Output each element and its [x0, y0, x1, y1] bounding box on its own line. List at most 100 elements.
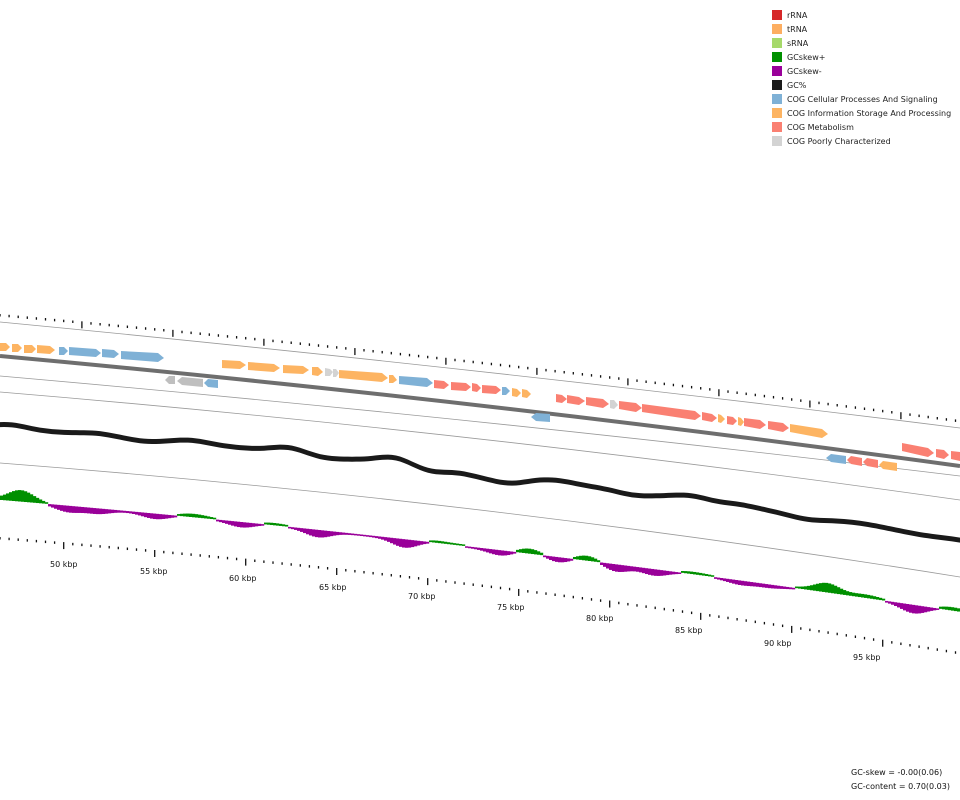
gc-skew-positive-bar [270, 522, 274, 526]
gc-content-stat: GC-content = 0.70(0.03) [851, 782, 950, 791]
gc-skew-negative-bar [648, 568, 652, 575]
legend-swatch [772, 52, 782, 62]
gc-skew-negative-bar [630, 566, 634, 572]
gc-skew-negative-bar [159, 514, 163, 520]
gc-skew-positive-bar [585, 555, 589, 561]
gc-skew-positive-bar [264, 522, 268, 525]
gc-skew-negative-bar [678, 572, 682, 574]
gc-skew-positive-bar [597, 560, 601, 563]
gc-skew-negative-bar [135, 511, 139, 515]
gc-skew-negative-bar [669, 571, 673, 575]
gc-skew-positive-bar [879, 597, 883, 601]
gc-skew-negative-bar [318, 530, 322, 538]
gc-skew-negative-bar [129, 511, 133, 514]
legend: rRNA tRNA sRNA GCskew+ GCskew- GC% COG C… [772, 8, 951, 148]
gc-skew-negative-bar [63, 505, 67, 512]
gc-skew-positive-bar [42, 500, 46, 504]
legend-swatch [772, 80, 782, 90]
gc-skew-negative-bar [780, 586, 784, 589]
gc-skew-positive-bar [201, 515, 205, 519]
gc-skew-negative-bar [228, 520, 232, 525]
gene-arrow [744, 418, 766, 429]
legend-item-gcskew-plus: GCskew+ [772, 50, 951, 64]
gc-skew-negative-bar [675, 572, 679, 575]
legend-swatch [772, 66, 782, 76]
gc-skew-positive-bar [681, 570, 685, 573]
gc-skew-positive-bar [438, 540, 442, 544]
gene-arrow [12, 344, 22, 352]
gc-skew-positive-bar [531, 549, 535, 555]
gc-skew-negative-bar [714, 577, 718, 579]
kbp-label: 65 kbp [319, 583, 347, 592]
gc-skew-negative-bar [600, 562, 604, 566]
gc-skew-negative-bar [339, 532, 343, 535]
gc-skew-positive-bar [534, 550, 538, 555]
gc-skew-positive-bar [858, 593, 862, 598]
gc-skew-negative-bar [465, 546, 469, 548]
gc-skew-positive-bar [444, 541, 448, 544]
gc-skew-negative-bar [651, 568, 655, 576]
gene-arrow [610, 400, 618, 409]
gc-skew-positive-bar [687, 571, 691, 574]
gc-skew-negative-bar [153, 513, 157, 520]
gene-arrow [512, 388, 521, 397]
gc-skew-positive-bar [951, 607, 955, 611]
gc-skew-positive-bar [825, 582, 829, 593]
gc-skew-positive-bar [453, 543, 457, 545]
gc-skew-negative-bar [489, 549, 493, 554]
gc-skew-negative-bar [69, 505, 73, 513]
gc-skew-negative-bar [96, 508, 100, 515]
gene-arrow [702, 412, 717, 422]
gc-skew-negative-bar [660, 570, 664, 576]
gene-arrow [586, 397, 609, 408]
legend-swatch [772, 38, 782, 48]
gc-skew-negative-bar [495, 549, 499, 555]
gc-skew-negative-bar [222, 520, 226, 523]
gene-arrow [738, 417, 744, 426]
gc-content-trace [0, 421, 960, 543]
gene-arrow [434, 380, 449, 389]
gene-arrow [0, 343, 10, 351]
gene-arrow [69, 347, 101, 357]
gc-skew-positive-bar [849, 592, 853, 596]
gc-skew-positive-bar [708, 574, 712, 577]
gc-skew-negative-bar [552, 556, 556, 562]
gc-skew-positive-bar [15, 490, 19, 502]
gc-skew-positive-bar [177, 514, 181, 516]
gene-arrow [879, 461, 897, 471]
gene-arrow [24, 345, 36, 353]
gc-skew-positive-bar [525, 548, 529, 554]
gc-skew-negative-bar [546, 555, 550, 559]
gc-skew-positive-bar [954, 607, 958, 612]
gc-skew-positive-bar [459, 543, 463, 546]
gc-skew-negative-bar [144, 512, 148, 518]
gc-skew-negative-bar [726, 578, 730, 582]
gc-skew-positive-bar [273, 523, 277, 526]
gc-skew-negative-bar [738, 580, 742, 585]
gc-skew-negative-bar [642, 567, 646, 574]
gc-skew-positive-bar [813, 584, 817, 591]
kbp-label: 95 kbp [853, 653, 881, 662]
gc-skew-positive-bar [846, 591, 850, 596]
gc-skew-negative-bar [747, 581, 751, 587]
gc-skew-positive-bar [204, 515, 208, 519]
gc-skew-negative-bar [249, 522, 253, 528]
gc-skew-negative-bar [558, 557, 562, 563]
gc-skew-negative-bar [57, 504, 61, 510]
gc-skew-negative-bar [936, 608, 940, 610]
gc-skew-negative-bar [117, 510, 121, 513]
gc-skew-negative-bar [150, 513, 154, 519]
gc-skew-positive-bar [804, 586, 808, 590]
gc-skew-negative-bar [771, 584, 775, 589]
gc-skew-positive-bar [9, 492, 13, 501]
gc-skew-negative-bar [777, 585, 781, 589]
gc-skew-negative-bar [567, 558, 571, 562]
gene-arrow [102, 349, 119, 358]
gc-skew-positive-bar [6, 493, 10, 501]
gc-skew-positive-bar [945, 606, 949, 610]
gc-skew-negative-bar [612, 564, 616, 572]
legend-label: COG Metabolism [787, 122, 854, 132]
gc-skew-positive-bar [852, 592, 856, 597]
gc-skew-negative-bar [51, 504, 55, 508]
gc-skew-positive-bar [876, 596, 880, 600]
